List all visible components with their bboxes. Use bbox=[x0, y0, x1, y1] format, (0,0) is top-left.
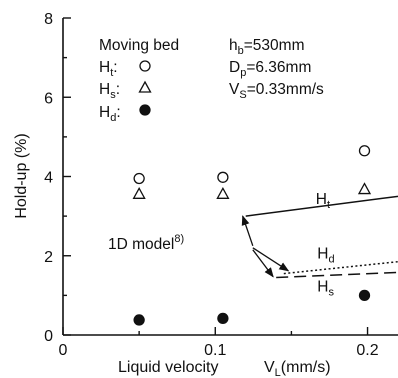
point-hs bbox=[357, 182, 372, 195]
condition-vs: VS=0.33mm/s bbox=[229, 81, 324, 101]
line-label-hd: Hd bbox=[317, 246, 334, 266]
point-hs bbox=[132, 186, 146, 199]
annotation-arrow bbox=[252, 249, 274, 278]
legend-entry-ht: Ht: bbox=[99, 59, 118, 79]
y-tick-label: 2 bbox=[44, 249, 53, 266]
y-tick-label: 4 bbox=[44, 170, 53, 187]
annotation-arrow bbox=[241, 215, 254, 247]
model-lines bbox=[245, 195, 398, 279]
point-hs bbox=[216, 186, 230, 199]
y-tick-label: 6 bbox=[44, 90, 53, 107]
model-line-hs bbox=[276, 271, 398, 279]
annotation-label: 1D model8) bbox=[108, 233, 184, 253]
legend-entry-hs: Hs: bbox=[99, 81, 120, 101]
x-axis-title-symbol: VL(mm/s) bbox=[264, 359, 331, 378]
data-points bbox=[132, 145, 372, 326]
legend-entry-hd: Hd: bbox=[99, 104, 121, 124]
legend: Moving bed Ht: Hs: Hd: bbox=[99, 37, 179, 124]
point-hd bbox=[217, 312, 229, 325]
model-annotation: 1D model8) bbox=[108, 233, 184, 253]
line-label-ht: Ht bbox=[316, 191, 330, 211]
model-line-hd bbox=[283, 260, 398, 275]
annotation-arrow bbox=[252, 247, 290, 272]
line-label-hs: Hs bbox=[317, 278, 334, 298]
line-labels: Ht Hd Hs bbox=[316, 191, 335, 298]
x-ticks: 0 0.1 0.2 bbox=[59, 327, 379, 359]
annotation-arrows bbox=[241, 215, 290, 278]
legend-marker-triangle-open bbox=[138, 80, 152, 93]
condition-hb: hb=530mm bbox=[229, 37, 305, 57]
model-line-ht bbox=[245, 195, 398, 217]
x-tick-label: 0 bbox=[59, 342, 68, 359]
legend-marker-circle-filled bbox=[139, 104, 151, 116]
point-hd bbox=[358, 289, 371, 302]
conditions: hb=530mm Dp=6.36mm VS=0.33mm/s bbox=[229, 37, 324, 101]
y-ticks: 0 2 4 6 8 bbox=[44, 11, 71, 345]
y-tick-label: 8 bbox=[44, 11, 53, 28]
point-ht bbox=[358, 145, 371, 157]
x-axis-title-label: Liquid velocity bbox=[118, 359, 219, 376]
point-ht bbox=[133, 172, 145, 185]
x-tick-label: 0.1 bbox=[204, 342, 226, 359]
condition-dp: Dp=6.36mm bbox=[229, 59, 311, 79]
y-axis-title: Hold-up (%) bbox=[13, 133, 30, 218]
legend-title: Moving bed bbox=[99, 37, 179, 54]
legend-marker-circle-open bbox=[139, 60, 151, 72]
point-hd bbox=[133, 314, 145, 326]
x-axis-title: Liquid velocity VL(mm/s) bbox=[118, 359, 331, 378]
point-ht bbox=[217, 171, 229, 183]
x-tick-label: 0.2 bbox=[356, 342, 378, 359]
y-tick-label: 0 bbox=[44, 328, 53, 345]
